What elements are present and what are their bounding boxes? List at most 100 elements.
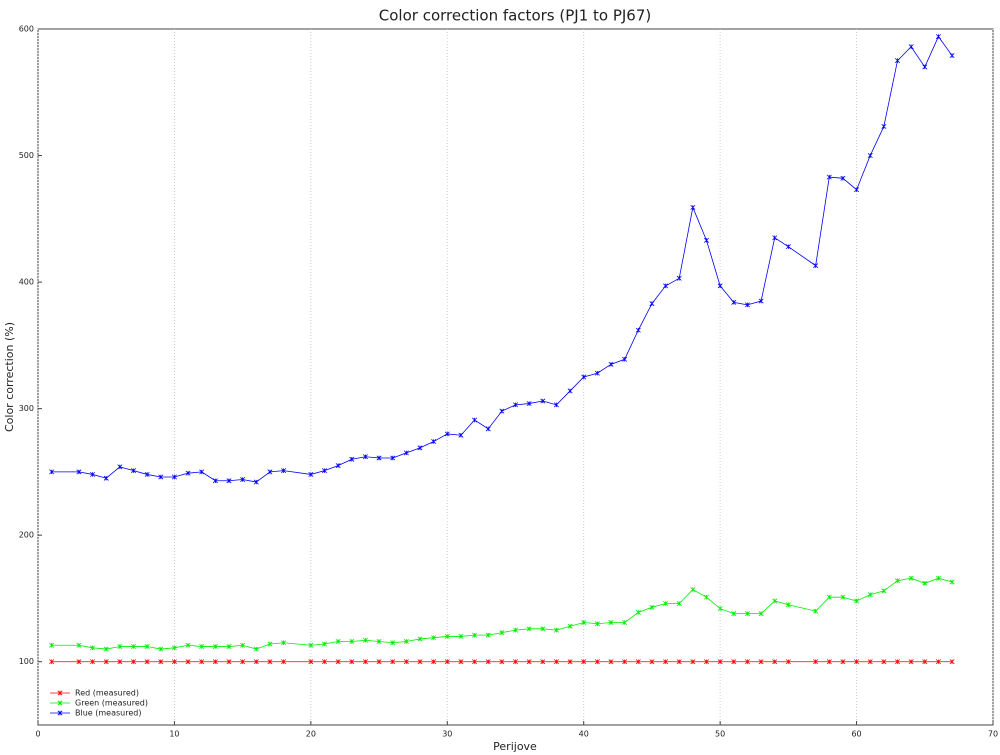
point-marker (253, 646, 259, 652)
point-marker (731, 611, 737, 617)
point-marker (553, 627, 559, 633)
point-marker (922, 580, 928, 586)
point-marker (444, 431, 450, 437)
point-marker (49, 659, 55, 665)
point-marker (826, 594, 832, 600)
point-marker (444, 659, 450, 665)
point-marker (199, 659, 205, 665)
x-tick-label: 70 (988, 730, 998, 739)
point-marker (908, 44, 914, 50)
point-marker (622, 356, 628, 362)
point-marker (854, 659, 860, 665)
point-marker (226, 659, 232, 665)
point-marker (895, 58, 900, 64)
point-marker (390, 640, 396, 646)
point-marker (349, 638, 355, 644)
point-marker (635, 659, 641, 665)
y-tick-label: 100 (19, 657, 34, 666)
point-marker (717, 283, 723, 289)
point-marker (212, 478, 218, 484)
point-marker (813, 608, 819, 614)
point-marker (458, 432, 464, 438)
y-axis-label: Color correction (%) (3, 322, 16, 432)
point-marker (308, 659, 314, 665)
point-marker (772, 659, 778, 665)
point-marker (171, 474, 177, 480)
point-marker (444, 633, 450, 639)
point-marker (867, 153, 873, 159)
point-marker (403, 659, 409, 665)
series-line (51, 35, 953, 483)
point-marker (376, 455, 382, 461)
point-marker (322, 659, 327, 665)
point-marker (785, 659, 791, 665)
point-marker (704, 237, 709, 243)
point-marker (281, 640, 287, 646)
x-tick-label: 50 (715, 730, 725, 739)
point-marker (499, 630, 505, 636)
point-marker (199, 644, 205, 650)
point-marker (540, 398, 546, 404)
point-marker (131, 659, 136, 665)
point-marker (431, 659, 437, 665)
point-marker (117, 464, 123, 470)
point-marker (185, 470, 191, 476)
point-marker (267, 641, 273, 647)
point-marker (867, 592, 873, 598)
x-tick-label: 30 (442, 730, 452, 739)
point-marker (540, 659, 546, 665)
point-marker (785, 244, 791, 250)
point-marker (949, 53, 955, 59)
point-marker (281, 468, 287, 474)
point-marker (212, 644, 218, 650)
point-marker (240, 659, 246, 665)
point-marker (840, 659, 846, 665)
y-tick-label: 300 (19, 404, 34, 413)
point-marker (472, 632, 478, 638)
point-marker (199, 469, 205, 475)
x-tick-label: 20 (306, 730, 316, 739)
point-marker (308, 642, 314, 648)
x-tick-label: 40 (579, 730, 589, 739)
point-marker (758, 298, 764, 304)
point-marker (594, 370, 600, 376)
point-marker (526, 659, 532, 665)
point-marker (185, 642, 191, 648)
point-marker (117, 659, 123, 665)
point-marker (144, 644, 150, 650)
point-marker (362, 659, 368, 665)
point-marker (158, 646, 164, 652)
point-marker (676, 659, 682, 665)
point-marker (253, 659, 259, 665)
point-marker (76, 469, 82, 475)
point-marker (908, 659, 914, 665)
point-marker (922, 64, 928, 70)
point-marker (813, 263, 819, 269)
x-tick-label: 0 (35, 730, 40, 739)
point-marker (281, 659, 287, 665)
point-marker (854, 187, 860, 193)
legend-label: Red (measured) (75, 689, 139, 698)
point-marker (240, 477, 246, 482)
point-marker (594, 659, 600, 665)
point-marker (472, 417, 478, 423)
point-marker (717, 606, 723, 612)
point-marker (758, 611, 764, 617)
point-marker (895, 659, 900, 665)
point-marker (485, 632, 491, 638)
point-marker (472, 659, 478, 665)
point-marker (717, 659, 723, 665)
point-marker (663, 659, 669, 665)
point-marker (458, 633, 464, 639)
point-marker (581, 620, 587, 625)
point-marker (308, 471, 314, 477)
point-marker (635, 327, 641, 333)
x-axis-label: Perijove (493, 740, 537, 753)
point-marker (485, 426, 491, 432)
point-marker (117, 644, 123, 650)
point-marker (417, 445, 423, 451)
point-marker (390, 659, 396, 665)
point-marker (171, 659, 177, 665)
point-marker (649, 604, 655, 610)
